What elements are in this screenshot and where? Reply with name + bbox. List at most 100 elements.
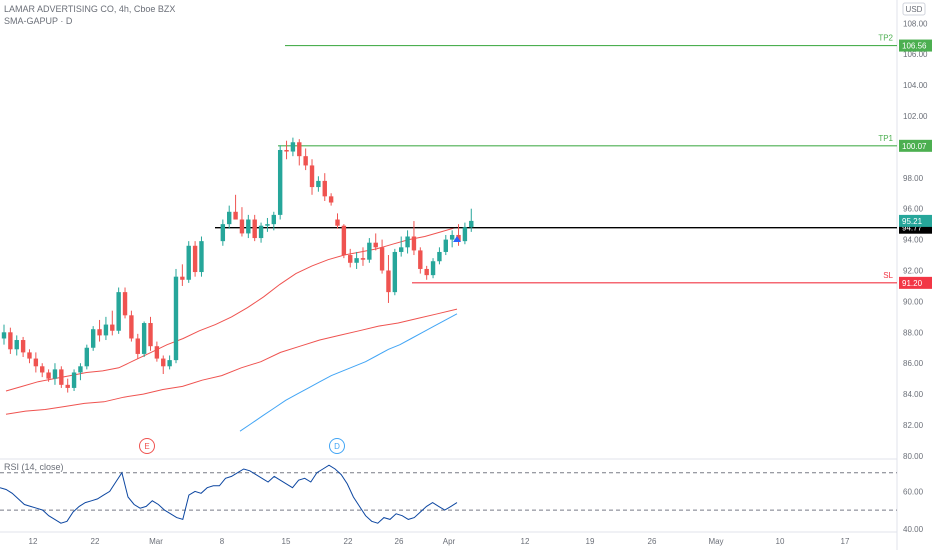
candle-body: [122, 292, 128, 316]
sma-line-fast: [5, 226, 458, 392]
candle-body: [284, 149, 289, 152]
candle-body: [430, 261, 436, 276]
candle-body: [437, 251, 442, 262]
tp2-value: 106.56: [902, 42, 927, 51]
y-tick-label: 98.00: [903, 174, 924, 183]
candle-body: [59, 369, 64, 385]
candle-body: [220, 224, 226, 242]
candle-body: [233, 211, 238, 220]
candle-body: [303, 156, 308, 166]
x-tick-label: 26: [395, 537, 404, 546]
x-tick-label: 15: [282, 537, 291, 546]
x-tick-label: 26: [648, 537, 657, 546]
candle-body: [103, 324, 109, 336]
signal-triangle-icon: [453, 236, 461, 242]
candle-body: [33, 358, 39, 367]
candle-body: [173, 276, 179, 361]
tp1-value-box: [899, 139, 932, 152]
x-tick-label: 22: [91, 537, 100, 546]
candle-body: [271, 214, 276, 225]
candle-body: [78, 366, 83, 373]
candle-body: [46, 372, 51, 379]
sma-line-long: [239, 313, 458, 432]
y-tick-label: 88.00: [903, 328, 924, 337]
candle-body: [341, 225, 347, 256]
sl-value-box: [899, 276, 932, 289]
candle-body: [227, 211, 232, 225]
candles-group: [1, 137, 474, 393]
earnings-marker-icon[interactable]: [139, 438, 155, 454]
tp2-label: TP2: [878, 34, 893, 43]
indicator-label: SMA-GAPUP · D: [4, 16, 73, 26]
candle-body: [246, 219, 251, 234]
y-tick-label: 90.00: [903, 297, 924, 306]
x-tick-label: 12: [29, 537, 38, 546]
candle-body: [40, 366, 45, 373]
candle-body: [277, 149, 283, 215]
y-tick-label: 102.00: [903, 112, 928, 121]
candle-body: [71, 372, 77, 388]
candle-body: [392, 251, 398, 293]
candle-body: [129, 315, 134, 339]
last-price-value: 95.21: [902, 217, 923, 226]
candle-body: [110, 324, 115, 331]
candle-body: [462, 227, 468, 242]
x-tick-label: 22: [344, 537, 353, 546]
candle-body: [456, 234, 461, 242]
dividend-marker-letter: D: [334, 442, 340, 451]
x-tick-label: 19: [586, 537, 595, 546]
candle-body: [348, 255, 353, 263]
candle-body: [14, 340, 19, 350]
candle-body: [65, 384, 70, 388]
y-tick-label: 108.00: [903, 19, 928, 28]
candle-body: [449, 234, 455, 240]
candle-body: [373, 242, 378, 248]
rsi-tick-label: 60.00: [903, 487, 924, 496]
candle-body: [148, 323, 153, 347]
candle-body: [20, 340, 26, 353]
candle-body: [309, 165, 315, 188]
x-tick-label: 8: [220, 537, 225, 546]
candle-body: [161, 358, 166, 367]
x-tick-label: 17: [841, 537, 850, 546]
candle-body: [199, 241, 204, 273]
earnings-marker-letter: E: [144, 442, 149, 451]
currency-box[interactable]: [902, 2, 926, 16]
x-tick-label: 12: [521, 537, 530, 546]
candle-body: [141, 323, 147, 354]
candle-body: [265, 224, 270, 226]
candle-body: [8, 332, 13, 350]
rsi-label: RSI (14, close): [4, 462, 64, 472]
tp1-label: TP1: [878, 134, 893, 143]
sl-value: 91.20: [902, 279, 923, 288]
last-price-box: [899, 214, 932, 227]
candle-body: [252, 219, 257, 239]
candle-body: [84, 347, 90, 367]
candle-body: [354, 258, 359, 263]
y-tick-label: 106.00: [903, 50, 928, 59]
candle-body: [192, 245, 198, 273]
candle-body: [52, 369, 58, 379]
y-tick-label: 94.00: [903, 236, 924, 245]
entry-value: 94.77: [902, 224, 923, 233]
candle-body: [135, 338, 140, 354]
x-tick-label: Mar: [149, 537, 163, 546]
x-tick-label: Apr: [443, 537, 456, 546]
y-tick-label: 96.00: [903, 205, 924, 214]
currency-label: USD: [906, 5, 923, 14]
tp1-value: 100.07: [902, 142, 927, 151]
candle-body: [469, 220, 474, 228]
tp2-value-box: [899, 39, 932, 52]
x-tick-label: 10: [776, 537, 785, 546]
candle-body: [116, 292, 121, 331]
candle-body: [154, 346, 160, 359]
sl-label: SL: [883, 271, 893, 280]
candle-body: [186, 245, 191, 280]
rsi-tick-label: 40.00: [903, 525, 924, 534]
dividend-marker-icon[interactable]: [329, 438, 345, 454]
candle-body: [1, 332, 7, 339]
candle-body: [328, 196, 334, 203]
candle-body: [27, 352, 32, 359]
candle-body: [399, 247, 404, 252]
